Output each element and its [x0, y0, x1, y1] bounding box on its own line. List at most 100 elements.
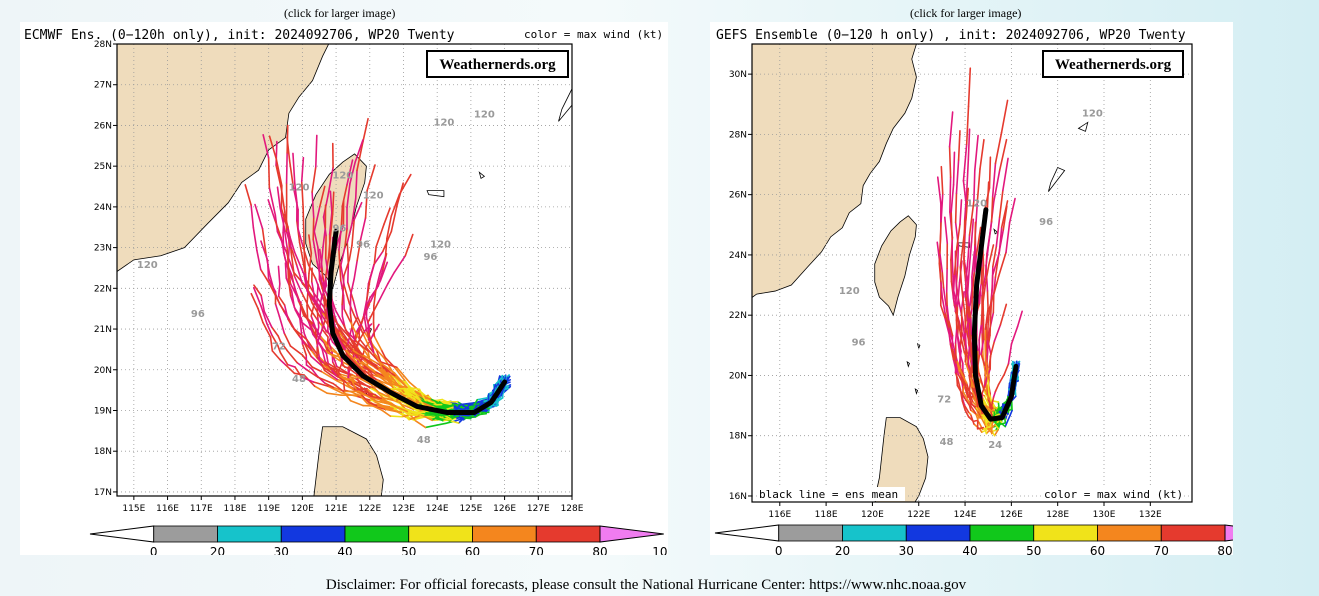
ensemble-member-segment	[964, 409, 970, 418]
ensemble-member-segment	[312, 238, 318, 262]
ensemble-member-segment	[314, 277, 323, 298]
ensemble-member-segment	[967, 67, 972, 108]
ensemble-member-segment	[994, 131, 1003, 165]
gefs-track-chart[interactable]: GEFS Ensemble (0−120 h only) , init: 202…	[710, 22, 1233, 555]
ensemble-member-segment	[306, 369, 319, 379]
small-island-5	[1048, 167, 1066, 192]
ensemble-member-segment	[369, 263, 376, 281]
ensemble-member-segment	[340, 337, 353, 351]
x-tick-label: 124E	[954, 510, 977, 520]
ensemble-member-segment	[337, 362, 343, 373]
y-tick-label: 28N	[94, 40, 112, 50]
ecmwf-click-note[interactable]: (click for larger image)	[284, 6, 396, 20]
ensemble-member-segment	[968, 241, 973, 268]
taiwan-land	[874, 215, 917, 317]
ensemble-member-segment	[957, 130, 961, 161]
ensemble-member-segment	[965, 187, 970, 219]
ensemble-member-segment	[361, 353, 378, 364]
ensemble-member-segment	[353, 339, 369, 352]
x-tick-label: 124E	[426, 504, 449, 514]
gefs-click-note[interactable]: (click for larger image)	[910, 6, 1022, 20]
ensemble-member-segment	[963, 397, 971, 406]
ecmwf-panel[interactable]: (click for larger image) ECMWF Ens. (0−1…	[20, 0, 670, 556]
ensemble-member-segment	[1004, 414, 1011, 428]
ensemble-member-segment	[991, 162, 997, 198]
ensemble-member-segment	[286, 246, 290, 268]
ensemble-member-segment	[374, 399, 391, 405]
wind-color-legend-text: color = max wind (kt)	[524, 28, 663, 41]
ensemble-member-segment	[305, 364, 313, 370]
ensemble-member-segment	[342, 364, 352, 371]
ensemble-member-segment	[463, 415, 475, 418]
ensemble-member-segment	[334, 309, 344, 325]
ecmwf-track-chart[interactable]: ECMWF Ens. (0−120h only), init: 20240927…	[20, 22, 668, 555]
ensemble-member-segment	[406, 410, 426, 414]
ensemble-member-segment	[997, 251, 1007, 278]
ensemble-member-segment	[302, 206, 305, 232]
ensemble-member-segment	[959, 266, 963, 283]
ensemble-member-segment	[359, 217, 367, 241]
x-tick-label: 126E	[493, 504, 516, 514]
ensemble-member-segment	[984, 418, 988, 427]
ensemble-member-segment	[940, 280, 944, 299]
x-tick-label: 127E	[527, 504, 550, 514]
ensemble-member-segment	[368, 402, 378, 407]
ensemble-member-segment	[322, 293, 328, 308]
ensemble-member-segment	[1008, 197, 1016, 224]
ensemble-member-segment	[291, 325, 300, 337]
ensemble-member-segment	[978, 286, 982, 305]
y-tick-label: 26N	[729, 191, 747, 201]
ensemble-member-segment	[312, 216, 315, 241]
ensemble-member-segment	[968, 404, 972, 411]
colorbar-bin	[280, 525, 346, 543]
ensemble-member-segment	[303, 342, 312, 358]
ensemble-member-segment	[277, 265, 281, 285]
y-tick-label: 25N	[94, 162, 112, 172]
ensemble-member-segment	[359, 355, 379, 370]
ensemble-member-segment	[474, 410, 488, 418]
ensemble-member-segment	[988, 156, 992, 189]
ensemble-member-segment	[267, 156, 271, 189]
ensemble-member-segment	[340, 280, 345, 297]
ensemble-member-segment	[302, 314, 314, 325]
ensemble-member-segment	[943, 216, 949, 245]
colorbar-bin	[905, 524, 971, 542]
ensemble-member-segment	[953, 246, 958, 276]
x-tick-label: 120E	[291, 504, 314, 514]
ensemble-member-segment	[970, 218, 975, 243]
ensemble-member-segment	[975, 226, 982, 256]
ensemble-member-segment	[326, 392, 343, 396]
ensemble-member-segment	[1000, 99, 1009, 134]
ensemble-member-segment	[283, 332, 292, 347]
ensemble-member-segment	[293, 274, 303, 293]
ensemble-member-segment	[380, 348, 387, 359]
gefs-panel[interactable]: (click for larger image) GEFS Ensemble (…	[710, 0, 1234, 556]
x-tick-label: 118E	[224, 504, 247, 514]
plot-frame	[116, 43, 573, 497]
ensemble-member-segment	[349, 161, 357, 185]
forecast-hour-label: 96	[332, 223, 346, 234]
ensemble-member-segment	[1000, 200, 1009, 228]
ensemble-member-segment	[277, 283, 281, 297]
ensemble-member-segment	[492, 396, 502, 406]
ensemble-member-segment	[286, 124, 289, 154]
ensemble-member-segment	[332, 368, 340, 377]
ensemble-member-segment	[973, 134, 979, 172]
ensemble-member-segment	[375, 364, 393, 383]
small-island-1	[914, 388, 919, 395]
ensemble-member-segment	[366, 348, 380, 363]
y-tick-label: 18N	[729, 432, 747, 442]
ensemble-member-segment	[277, 295, 286, 306]
plot-frame	[751, 43, 1193, 503]
ensemble-member-segment	[289, 295, 297, 311]
x-tick-label: 122E	[907, 510, 930, 520]
ensemble-member-segment	[328, 211, 333, 236]
ensemble-member-segment	[329, 373, 339, 381]
ensemble-member-segment	[307, 272, 310, 290]
watermark-box	[426, 50, 569, 78]
colorbar-high-arrow	[599, 525, 664, 543]
ensemble-member-segment	[978, 323, 983, 341]
ensemble-member-segment	[390, 204, 398, 233]
ensemble-member-segment	[298, 300, 305, 317]
ensemble-member-segment	[321, 348, 326, 362]
